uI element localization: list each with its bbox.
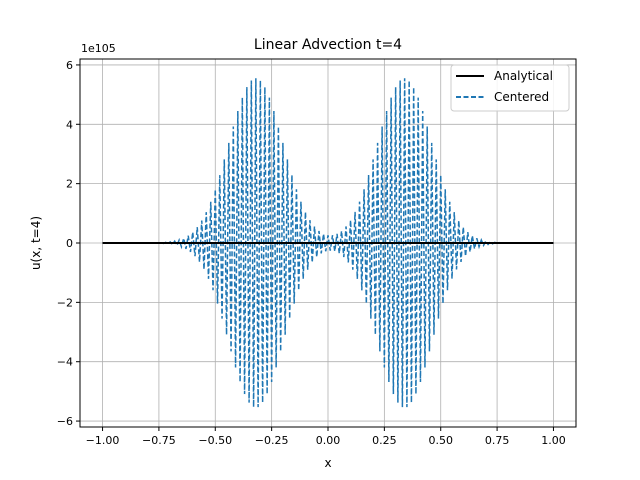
x-axis-ticks: −1.00 −0.75 −0.50 −0.25 0.00 0.25 0.50 0.75 1.00 <box>86 427 566 447</box>
x-tick-label: 0.00 <box>316 434 341 447</box>
x-tick-label: 0.50 <box>428 434 453 447</box>
grid-lines <box>80 59 576 427</box>
y-tick-label: 2 <box>66 178 73 191</box>
y-axis-ticks: −6 −4 −2 0 2 4 6 <box>57 59 80 428</box>
x-tick-label: 0.75 <box>485 434 510 447</box>
legend-analytical-label: Analytical <box>494 69 553 83</box>
x-tick-label: 0.25 <box>372 434 397 447</box>
y-tick-label: 4 <box>66 118 73 131</box>
y-tick-label: 0 <box>66 237 73 250</box>
y-tick-label: 6 <box>66 59 73 72</box>
x-tick-label: −0.25 <box>255 434 289 447</box>
x-tick-label: −0.50 <box>198 434 232 447</box>
x-tick-label: −0.75 <box>142 434 176 447</box>
y-tick-label: −2 <box>57 296 73 309</box>
y-tick-label: −4 <box>57 356 73 369</box>
y-axis-label: u(x, t=4) <box>29 216 43 270</box>
x-tick-label: 1.00 <box>541 434 566 447</box>
y-tick-label: −6 <box>57 415 73 428</box>
x-axis-label: x <box>324 456 331 470</box>
legend: Analytical Centered <box>450 64 570 112</box>
x-tick-label: −1.00 <box>86 434 120 447</box>
plot-series <box>102 78 554 408</box>
y-axis-offset-text: 1e105 <box>81 42 116 55</box>
legend-centered-label: Centered <box>494 90 549 104</box>
chart-title: Linear Advection t=4 <box>254 37 402 53</box>
